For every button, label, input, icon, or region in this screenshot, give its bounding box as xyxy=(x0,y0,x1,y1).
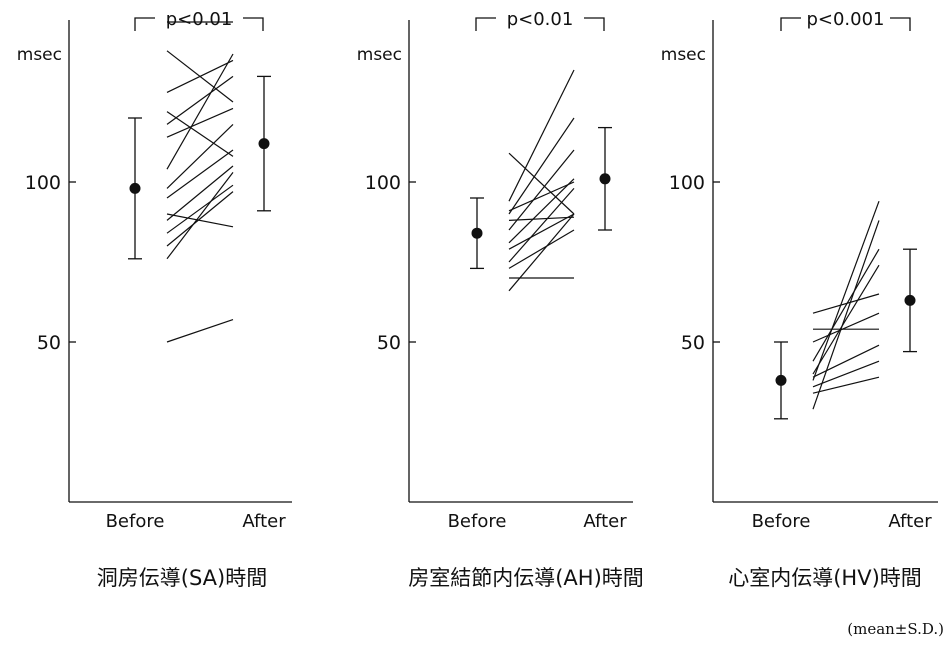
y-axis-label: msec xyxy=(357,45,402,65)
panel-title: 心室内伝導(HV)時間 xyxy=(728,566,922,590)
y-tick-label: 100 xyxy=(669,172,705,194)
paired-line xyxy=(812,220,880,410)
paired-line xyxy=(812,248,880,362)
x-tick-label-before: Before xyxy=(106,511,165,532)
y-tick-label: 100 xyxy=(365,172,401,194)
x-tick-label-after: After xyxy=(888,511,932,532)
significance-bracket-right xyxy=(243,17,264,31)
paired-line xyxy=(166,50,234,103)
panel-title: 房室結節内伝導(AH)時間 xyxy=(408,566,644,590)
paired-line xyxy=(508,178,575,244)
paired-line xyxy=(508,117,575,215)
significance-bracket-left xyxy=(780,17,801,31)
paired-line xyxy=(812,200,880,381)
footnote: (mean±S.D.) xyxy=(847,620,944,638)
y-tick-label: 50 xyxy=(37,332,61,354)
paired-line xyxy=(508,213,575,250)
paired-line xyxy=(812,376,880,394)
paired-line xyxy=(508,188,575,263)
y-axis-label: msec xyxy=(17,45,62,65)
x-tick-label-before: Before xyxy=(752,511,811,532)
paired-line xyxy=(166,213,234,228)
significance-label: p<0.001 xyxy=(806,9,884,30)
paired-line xyxy=(508,229,575,269)
mean-point-before xyxy=(129,182,141,194)
y-tick-label: 50 xyxy=(681,332,705,354)
mean-point-before xyxy=(471,227,483,239)
y-axis-label: msec xyxy=(661,45,706,65)
y-tick-label: 50 xyxy=(377,332,401,354)
paired-line xyxy=(166,165,234,221)
paired-line xyxy=(812,360,880,388)
significance-bracket-right xyxy=(584,17,605,31)
paired-line xyxy=(508,149,575,231)
mean-point-after xyxy=(599,173,611,185)
panel-title: 洞房伝導(SA)時間 xyxy=(97,566,267,590)
significance-label: p<0.01 xyxy=(166,9,233,30)
paired-line xyxy=(812,312,880,343)
significance-bracket-left xyxy=(475,17,496,31)
panel-ah: 100 50 msec Before After p<0.01 房室結節内伝導(AH)時間 xyxy=(357,9,644,590)
significance-label: p<0.01 xyxy=(507,9,574,30)
x-tick-label-after: After xyxy=(242,511,286,532)
significance-bracket-left xyxy=(134,17,155,31)
panel-hv: 100 50 msec Before After p<0.001 心室内伝導(HV)時間 xyxy=(661,9,938,590)
paired-line xyxy=(166,107,234,138)
paired-line xyxy=(166,111,234,157)
y-tick-label: 100 xyxy=(25,172,61,194)
paired-line xyxy=(166,149,234,199)
paired-line xyxy=(166,191,234,247)
panel-sa: 100 50 msec Before After p<0.01 洞房伝導(SA)時間 xyxy=(17,9,292,590)
mean-point-before xyxy=(775,374,787,386)
paired-line xyxy=(166,172,234,260)
paired-line xyxy=(508,69,575,202)
paired-line xyxy=(812,344,880,378)
x-tick-label-before: Before xyxy=(448,511,507,532)
paired-line xyxy=(166,123,234,189)
x-tick-label-after: After xyxy=(583,511,627,532)
paired-line xyxy=(166,75,234,125)
paired-line xyxy=(166,319,234,343)
paired-line xyxy=(166,184,234,234)
paired-line xyxy=(166,53,234,170)
mean-point-after xyxy=(258,138,270,150)
paired-line xyxy=(508,152,575,215)
paired-line xyxy=(508,216,575,221)
paired-line xyxy=(508,181,575,212)
significance-bracket-right xyxy=(890,17,911,31)
paired-line xyxy=(812,293,880,314)
paired-line xyxy=(812,264,880,375)
mean-point-after xyxy=(904,294,916,306)
